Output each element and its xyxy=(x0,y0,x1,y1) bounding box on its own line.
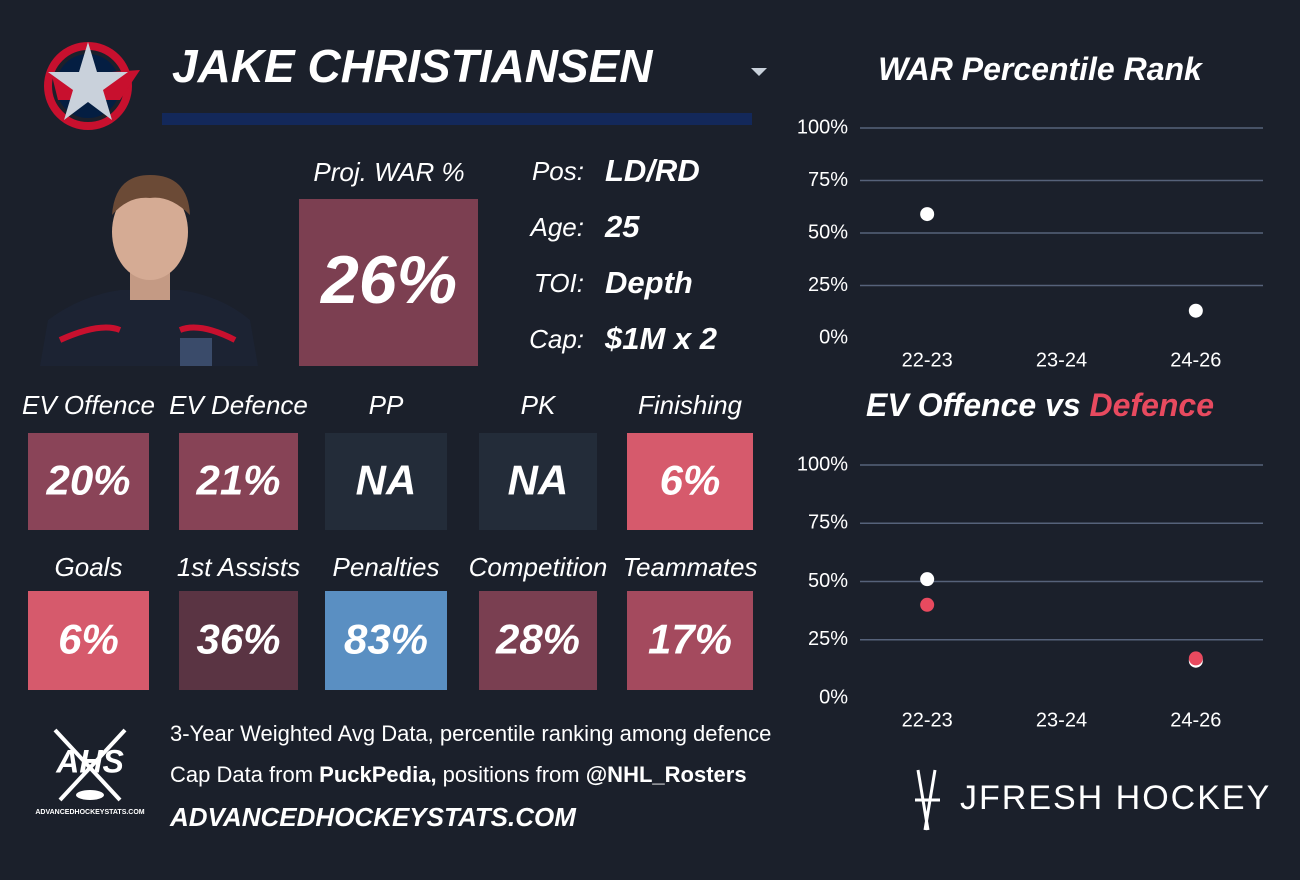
x-tick-label: 24-26 xyxy=(1170,349,1221,371)
chart-title: EV Offence vs Defence xyxy=(866,387,1214,423)
tile-box xyxy=(179,433,298,530)
ahs-logo-caption: ADVANCEDHOCKEYSTATS.COM xyxy=(35,809,144,816)
tile-box xyxy=(479,433,597,530)
tile-label: EV Defence xyxy=(169,390,308,420)
tile-value: 21% xyxy=(195,457,280,504)
tile-label: PP xyxy=(369,390,404,420)
info-label: Age: xyxy=(529,212,585,242)
y-tick-label: 25% xyxy=(808,274,848,296)
ahs-logo xyxy=(53,728,127,802)
tile-label: Goals xyxy=(55,552,123,582)
tile-label: PK xyxy=(521,390,557,420)
data-point xyxy=(920,597,935,612)
info-label: Cap: xyxy=(529,324,584,354)
tile-box xyxy=(479,591,597,690)
tile-value: 36% xyxy=(196,616,280,663)
y-tick-label: 50% xyxy=(808,221,848,243)
tile-value: 28% xyxy=(495,616,580,663)
x-tick-label: 23-24 xyxy=(1036,349,1087,371)
chart-title-text: WAR Percentile Rank xyxy=(878,51,1204,87)
proj-war-value: 26% xyxy=(319,242,457,318)
tile-label: Penalties xyxy=(333,552,440,582)
tile-label: EV Offence xyxy=(22,390,155,420)
tile-value: 83% xyxy=(344,616,428,663)
info-value: LD/RD xyxy=(605,153,700,188)
credit-source: @NHL_Rosters xyxy=(586,762,747,787)
proj-war-label: Proj. WAR % xyxy=(313,157,464,187)
tile-label: Teammates xyxy=(623,552,758,582)
brand-icon xyxy=(915,769,940,831)
tile-label: 1st Assists xyxy=(177,552,300,582)
y-tick-label: 50% xyxy=(808,570,848,592)
y-tick-label: 0% xyxy=(819,326,848,348)
chart-title: WAR Percentile Rank xyxy=(878,51,1204,87)
tile-box xyxy=(627,591,753,690)
team-logo xyxy=(44,42,140,130)
credit-text: Cap Data from xyxy=(170,762,319,787)
tile-value: NA xyxy=(508,457,569,504)
site-url: ADVANCEDHOCKEYSTATS.COM xyxy=(169,802,577,832)
tile-box xyxy=(325,591,447,690)
x-tick-label: 23-24 xyxy=(1036,709,1087,731)
tile-value: 6% xyxy=(660,457,721,504)
dropdown-arrow[interactable] xyxy=(751,68,767,76)
tile-box xyxy=(179,591,298,690)
tile-label: Competition xyxy=(469,552,608,582)
data-point xyxy=(1188,303,1203,318)
data-point xyxy=(1188,651,1203,666)
tile-value: 6% xyxy=(58,616,119,663)
chart-title-highlight: Defence xyxy=(1090,387,1215,423)
info-value: Depth xyxy=(605,265,693,300)
player-name: JAKE CHRISTIANSEN xyxy=(172,40,653,92)
footer-note: 3-Year Weighted Avg Data, percentile ran… xyxy=(170,721,771,746)
y-tick-label: 75% xyxy=(808,512,848,534)
y-tick-label: 25% xyxy=(808,628,848,650)
credit-text: positions from xyxy=(437,762,586,787)
y-tick-label: 0% xyxy=(819,686,848,708)
footer-credits: Cap Data from PuckPedia, positions from … xyxy=(170,762,747,787)
tile-box xyxy=(627,433,753,530)
y-tick-label: 75% xyxy=(808,169,848,191)
data-point xyxy=(920,207,935,222)
tile-value: 17% xyxy=(648,616,732,663)
data-point xyxy=(920,572,935,587)
ahs-logo-text: AHS xyxy=(55,743,124,779)
y-tick-label: 100% xyxy=(797,116,848,138)
info-label: TOI: xyxy=(534,268,584,298)
player-photo xyxy=(40,175,258,366)
chart-title-text: EV Offence vs xyxy=(866,387,1081,423)
tile-value: 20% xyxy=(45,457,130,504)
tile-box xyxy=(28,591,149,690)
name-underline xyxy=(162,113,752,125)
info-value: $1M x 2 xyxy=(604,321,717,356)
x-tick-label: 24-26 xyxy=(1170,709,1221,731)
info-label: Pos: xyxy=(532,156,584,186)
tile-value: NA xyxy=(356,457,417,504)
proj-war-box xyxy=(299,199,478,366)
credit-source: PuckPedia, xyxy=(319,762,436,787)
tile-box xyxy=(28,433,149,530)
tile-box xyxy=(325,433,447,530)
tile-label: Finishing xyxy=(638,390,743,420)
x-tick-label: 22-23 xyxy=(902,709,953,731)
x-tick-label: 22-23 xyxy=(902,349,953,371)
brand: JFRESH HOCKEY xyxy=(960,779,1271,817)
info-value: 25 xyxy=(604,209,640,244)
y-tick-label: 100% xyxy=(797,453,848,475)
